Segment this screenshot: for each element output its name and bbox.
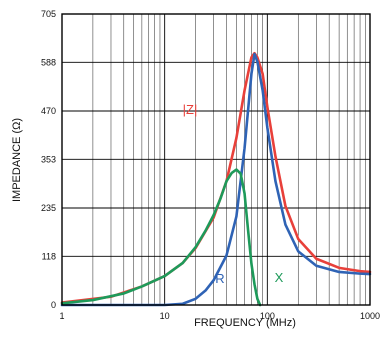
chart-series [60,51,372,307]
chart-grid [62,14,370,305]
plot-area-frame [61,13,371,306]
tick-labels: 1 10 100 1000 0 118 235 353 470 588 705 [41,9,380,321]
y-tick-label: 235 [41,203,56,213]
y-axis-title: IMPEDANCE (Ω) [11,118,23,202]
series-label-r: R [215,271,224,286]
x-tick-label: 1 [59,311,64,321]
y-tick-label: 588 [41,57,56,67]
y-tick-label: 118 [42,251,56,261]
x-tick-label: 10 [160,311,170,321]
x-tick-label: 1000 [360,311,380,321]
series-line-x [60,168,262,307]
x-tick-label: 100 [260,311,275,321]
y-tick-label: 0 [51,300,56,310]
series-label-x: X [275,270,284,285]
series-line-r [60,52,372,307]
y-tick-label: 353 [41,154,56,164]
series-line-z [60,51,372,304]
y-tick-label: 470 [41,106,56,116]
x-axis-title: FREQUENCY (MHz) [194,317,296,329]
series-label-z: |Z| [183,102,198,117]
y-tick-label: 705 [41,9,56,19]
